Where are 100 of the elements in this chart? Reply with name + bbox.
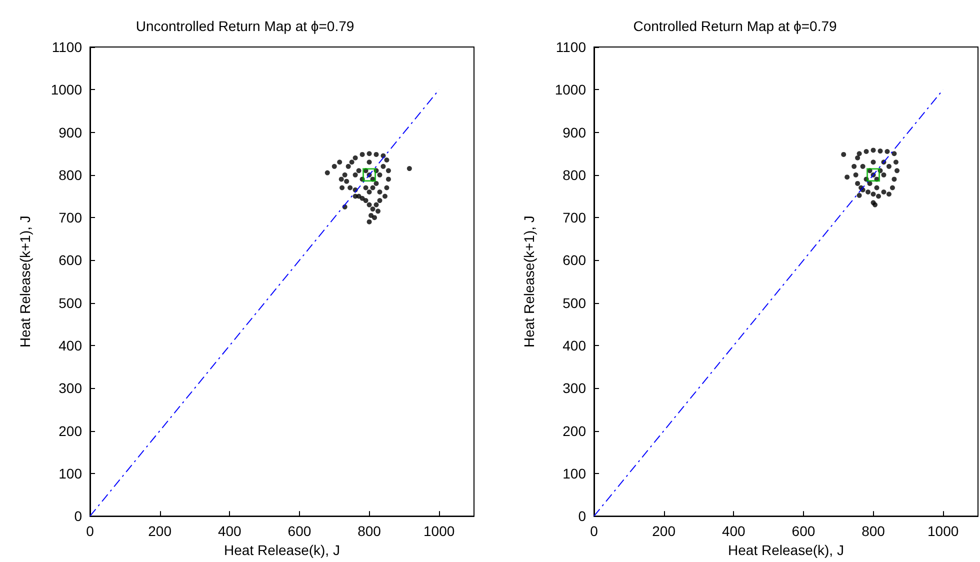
point: [874, 185, 880, 190]
point: [866, 189, 871, 194]
point: [363, 198, 368, 204]
point: [867, 180, 872, 186]
point: [376, 208, 380, 214]
point: [348, 185, 353, 190]
y-tick-label: 700: [58, 210, 82, 226]
point: [374, 202, 379, 208]
point: [386, 176, 391, 182]
point: [366, 151, 372, 156]
point: [844, 174, 850, 180]
point: [853, 172, 858, 178]
y-tick-label: 0: [74, 508, 82, 524]
point: [377, 189, 382, 194]
point: [386, 168, 391, 174]
y-tick-label: 1100: [556, 39, 586, 55]
point: [337, 160, 342, 165]
y-axis-title: Heat Release(k+1), J: [521, 216, 537, 348]
y-tick-label: 400: [562, 338, 586, 354]
point: [406, 166, 412, 172]
y-tick-label: 100: [562, 465, 586, 482]
point: [366, 219, 372, 224]
y-tick-label: 600: [562, 252, 586, 268]
x-tick-label: 400: [218, 523, 242, 540]
y-tick-label: 500: [562, 294, 586, 311]
point: [344, 178, 350, 184]
x-tick-label: 600: [288, 523, 312, 540]
y-tick-label: 500: [58, 294, 82, 311]
point: [855, 180, 860, 186]
y-tick-label: 700: [562, 210, 586, 226]
point: [384, 158, 390, 163]
point: [360, 196, 365, 201]
x-tick-label: 0: [86, 523, 94, 540]
point: [892, 176, 897, 182]
point: [892, 151, 897, 156]
point: [886, 164, 892, 169]
point: [878, 148, 883, 154]
y-tick-label: 0: [578, 508, 586, 524]
point: [894, 168, 900, 174]
y-tick-label: 400: [58, 338, 82, 354]
point: [332, 164, 337, 169]
point: [377, 172, 382, 178]
point: [366, 160, 372, 165]
point: [841, 152, 846, 157]
point: [372, 215, 378, 220]
point: [374, 152, 379, 157]
chart-title: Controlled Return Map at ϕ=0.79: [633, 18, 837, 34]
point: [382, 194, 388, 199]
point: [374, 180, 379, 186]
y-tick-label: 800: [58, 166, 82, 183]
y-tick-label: 300: [562, 380, 586, 396]
point: [377, 198, 382, 204]
point: [866, 168, 880, 182]
point: [886, 192, 892, 197]
point: [356, 168, 362, 174]
x-tick-label: 1000: [424, 523, 455, 540]
point: [384, 185, 390, 190]
point: [893, 160, 898, 165]
x-tick-label: 600: [792, 523, 816, 540]
point: [380, 164, 386, 169]
point: [360, 152, 365, 157]
point: [881, 189, 886, 194]
x-axis-title: Heat Release(k), J: [728, 542, 844, 558]
x-axis-title: Heat Release(k), J: [224, 542, 340, 558]
y-tick-label: 800: [562, 166, 586, 183]
y-tick-label: 200: [562, 422, 586, 439]
point: [852, 164, 857, 169]
y-tick-label: 900: [58, 124, 82, 140]
point: [856, 151, 862, 156]
point: [890, 185, 895, 190]
point: [864, 148, 869, 154]
point: [366, 189, 372, 194]
y-tick-label: 100: [58, 465, 82, 482]
x-tick-label: 200: [652, 523, 676, 540]
y-tick-label: 1000: [554, 82, 586, 98]
point: [876, 194, 882, 199]
x-tick-label: 400: [722, 523, 746, 540]
point: [884, 148, 890, 154]
point: [338, 176, 344, 182]
point: [349, 160, 354, 165]
y-tick-label: 200: [58, 422, 82, 439]
point: [342, 172, 348, 178]
point: [860, 164, 866, 169]
x-tick-label: 800: [358, 523, 382, 540]
y-axis-title: Heat Release(k+1), J: [17, 216, 33, 348]
point: [362, 168, 376, 182]
x-tick-label: 1000: [928, 523, 959, 540]
point: [346, 164, 351, 169]
point: [352, 172, 358, 178]
point: [881, 172, 886, 178]
x-tick-label: 800: [862, 523, 886, 540]
point: [370, 185, 376, 190]
x-tick-label: 200: [148, 523, 172, 540]
point: [870, 160, 876, 165]
point: [363, 185, 368, 190]
point: [370, 206, 376, 212]
point: [368, 212, 374, 218]
point: [366, 202, 372, 208]
x-tick-label: 0: [590, 523, 598, 540]
point: [870, 148, 876, 153]
